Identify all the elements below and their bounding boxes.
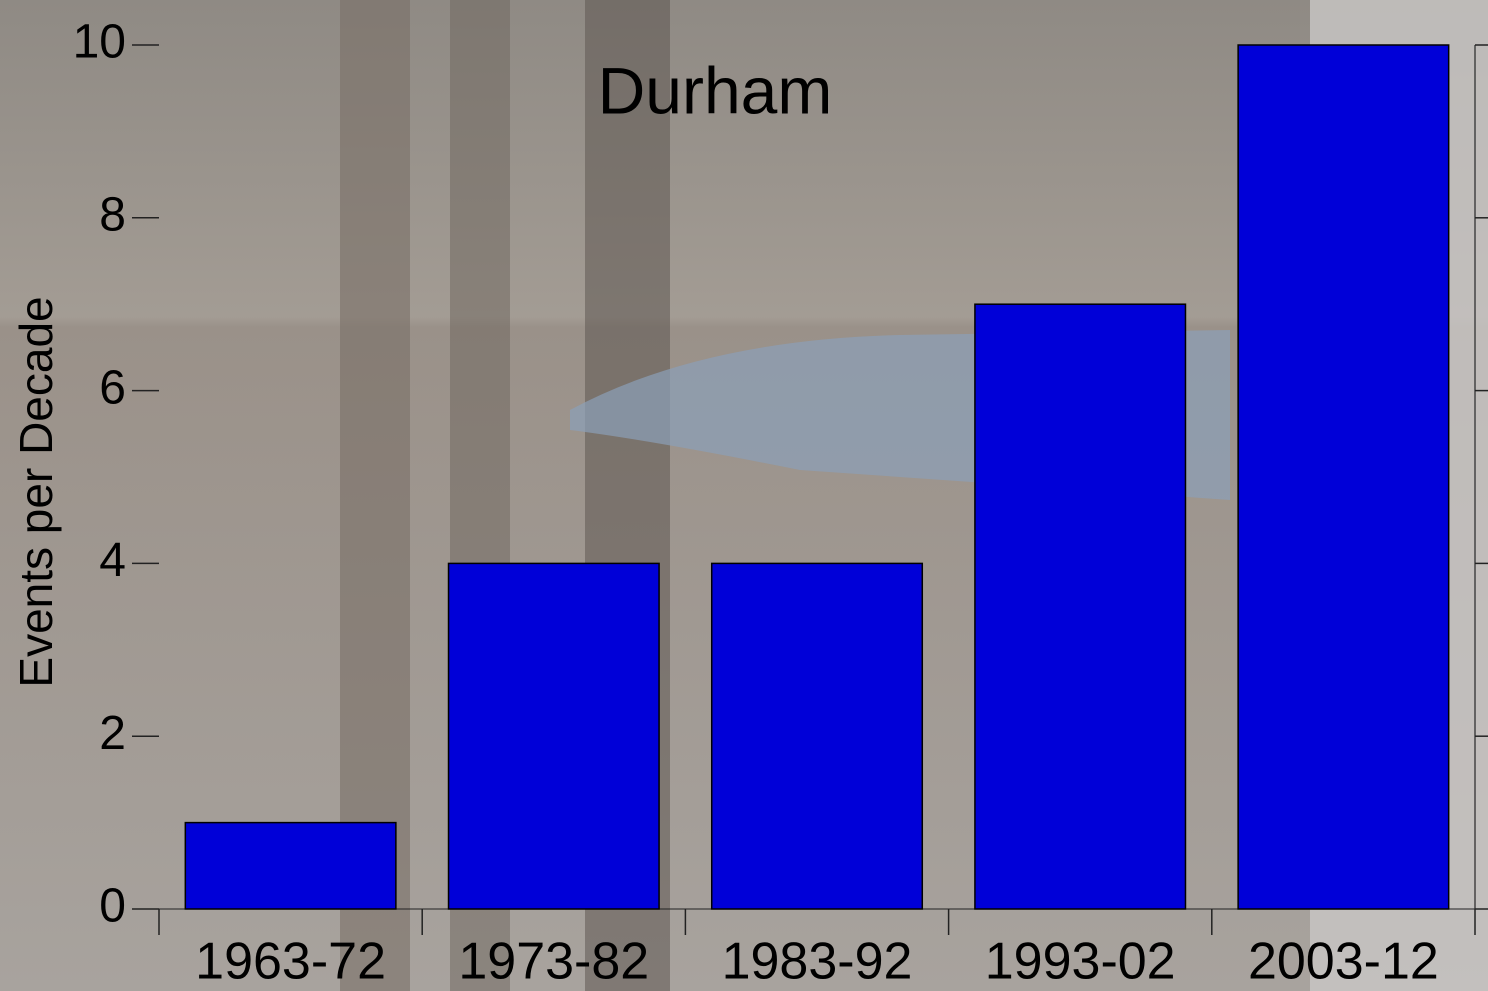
x-tick-label: 1963-72: [195, 933, 386, 991]
bar: [184, 821, 397, 910]
chart-title: Durham: [598, 53, 833, 127]
x-tick-label: 1983-92: [722, 933, 913, 991]
y-tick-label: 8: [99, 188, 126, 241]
bar: [1237, 44, 1450, 910]
x-tick-label: 1973-82: [458, 933, 649, 991]
x-tick-label: 2003-12: [1248, 933, 1439, 991]
bar: [447, 562, 660, 910]
y-tick-label: 0: [99, 880, 126, 933]
y-axis-label: Events per Decade: [10, 296, 62, 687]
y-tick-label: 10: [73, 16, 126, 69]
bar: [974, 303, 1187, 910]
y-tick-label: 2: [99, 707, 126, 760]
y-tick-label: 4: [99, 534, 126, 587]
bar: [710, 562, 924, 910]
x-tick-label: 1993-02: [985, 933, 1176, 991]
y-tick-label: 6: [99, 361, 126, 414]
